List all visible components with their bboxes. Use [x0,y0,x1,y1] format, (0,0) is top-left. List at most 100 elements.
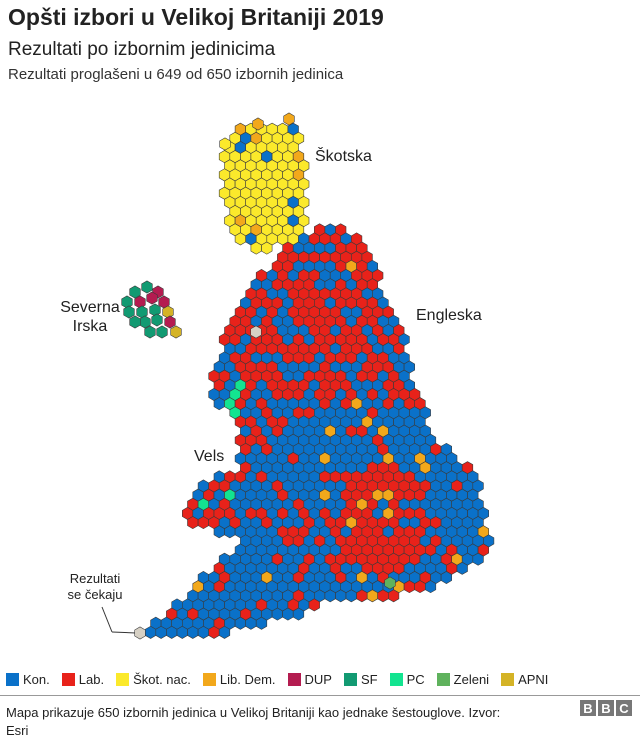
legend-item: Lib. Dem. [202,672,276,687]
constituency-hex [245,616,257,630]
constituency-hex [424,580,437,594]
constituency-hex [134,626,146,640]
constituency-hex [129,315,141,329]
constituency-hex [324,589,336,603]
legend-swatch [202,673,216,686]
constituency-hex [213,397,225,411]
constituency-hex [141,280,153,294]
label-ni-line2: Irska [72,318,108,335]
legend: Kon. Lab. Škot. nac. Lib. Dem. DUP SF PC Zeleni… [6,672,560,687]
constituency-hex [166,625,178,639]
constituency-hex [170,325,182,339]
legend-item: DUP [287,672,332,687]
constituency-hex [387,589,400,603]
constituency-hex [149,303,161,317]
constituency-hex [144,325,156,339]
label-wales: Vels [194,448,225,465]
constituency-hex [219,137,231,151]
legend-label: DUP [304,672,332,687]
footer-text: Mapa prikazuje 650 izbornih jedinica u V… [6,705,501,738]
pending-callout-line [101,606,113,633]
constituency-hex [155,625,167,639]
pending-callout-line [111,631,137,634]
label-northern-ireland: Severna Irska [50,298,130,336]
constituency-hex [218,625,231,639]
constituency-hex [224,525,236,539]
legend-swatch [389,673,403,686]
legend-label: Lab. [78,672,105,687]
page-title: Opšti izbori u Velikoj Britaniji 2019 [8,4,384,30]
legend-label: Zeleni [453,672,490,687]
constituency-hex [187,625,199,639]
constituency-hex [414,580,426,594]
results-note: Rezultati proglašeni u 649 od 650 izborn… [8,66,344,83]
legend-item: PC [389,672,425,687]
constituency-hex [158,295,170,309]
constituency-hex [271,607,283,621]
constituency-hex [208,625,220,639]
constituency-hex [134,295,146,309]
legend-item: Zeleni [436,672,490,687]
constituency-hex [145,625,157,639]
constituency-hex [377,589,389,603]
constituency-hex [234,232,246,246]
constituency-hex [187,516,199,530]
constituency-hex [308,598,320,612]
legend-swatch [287,673,301,686]
constituency-hex [129,285,141,299]
constituency-hex [151,313,163,327]
constituency-hex [213,525,225,539]
legend-swatch [116,673,130,686]
constituency-hex [234,616,246,630]
legend-label: APNI [518,672,549,687]
constituency-hex [162,305,174,319]
constituency-hex [146,291,158,305]
constituency-hex [282,607,294,621]
legend-swatch [501,673,515,686]
constituency-hex [156,325,168,339]
label-ni-line1: Severna [60,299,120,316]
legend-item: Kon. [6,672,50,687]
label-pending: Rezultati se čekaju [55,571,135,603]
hex-map [101,112,495,640]
constituency-hex [456,561,468,575]
label-pending-line1: Rezultati [69,571,121,586]
constituency-hex [403,580,416,594]
constituency-hex [255,616,268,630]
constituency-hex [250,325,262,339]
constituency-hex [345,589,357,603]
page-subtitle: Rezultati po izbornim jedinicima [8,39,276,60]
constituency-hex [292,607,305,621]
constituency-hex [197,625,209,639]
legend-swatch [61,673,75,686]
constituency-hex [440,571,453,584]
constituency-hex [176,625,188,639]
legend-label: Lib. Dem. [219,672,276,687]
legend-swatch [343,673,357,686]
legend-label: PC [406,672,425,687]
legend-swatch [6,673,19,686]
legend-swatch [436,673,450,686]
legend-label: SF [360,672,378,687]
divider [0,695,640,696]
constituency-hex [139,315,151,329]
constituency-hex [197,516,209,530]
constituency-hex [356,589,368,603]
constituency-hex [164,315,176,329]
legend-label: Škot. nac. [133,672,191,687]
legend-item: APNI [501,672,548,687]
legend-item: SF [343,672,378,687]
legend-label: Kon. [23,672,50,687]
constituency-hex [123,305,135,319]
label-england: Engleska [416,307,482,324]
label-scotland: Škotska [315,148,372,165]
legend-item: Lab. [61,672,105,687]
constituency-hex [250,241,262,255]
constituency-hex [261,241,273,255]
constituency-hex [384,576,396,590]
constituency-hex [472,552,484,566]
constituency-hex [252,117,264,131]
constituency-hex [136,305,148,319]
